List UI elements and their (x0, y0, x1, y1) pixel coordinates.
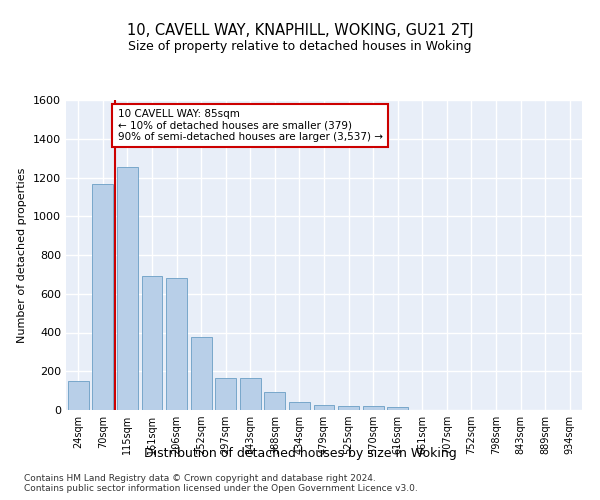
Text: Size of property relative to detached houses in Woking: Size of property relative to detached ho… (128, 40, 472, 53)
Bar (314, 405, 334, 410)
Bar (191, 338, 212, 410)
Bar (289, 402, 310, 410)
Y-axis label: Number of detached properties: Number of detached properties (17, 168, 28, 342)
Bar (215, 378, 236, 410)
Text: Contains HM Land Registry data © Crown copyright and database right 2024.: Contains HM Land Registry data © Crown c… (24, 474, 376, 483)
Bar (142, 276, 163, 410)
Bar (68, 381, 89, 410)
Bar (387, 407, 408, 410)
Text: Contains public sector information licensed under the Open Government Licence v3: Contains public sector information licen… (24, 484, 418, 493)
Bar (362, 406, 383, 410)
Text: 10 CAVELL WAY: 85sqm
← 10% of detached houses are smaller (379)
90% of semi-deta: 10 CAVELL WAY: 85sqm ← 10% of detached h… (118, 108, 383, 142)
Bar (265, 392, 286, 410)
Text: 10, CAVELL WAY, KNAPHILL, WOKING, GU21 2TJ: 10, CAVELL WAY, KNAPHILL, WOKING, GU21 2… (127, 22, 473, 38)
Text: Distribution of detached houses by size in Woking: Distribution of detached houses by size … (143, 448, 457, 460)
Bar (92, 184, 113, 410)
Bar (338, 406, 359, 410)
Bar (117, 167, 138, 410)
Bar (166, 278, 187, 410)
Bar (240, 378, 261, 410)
